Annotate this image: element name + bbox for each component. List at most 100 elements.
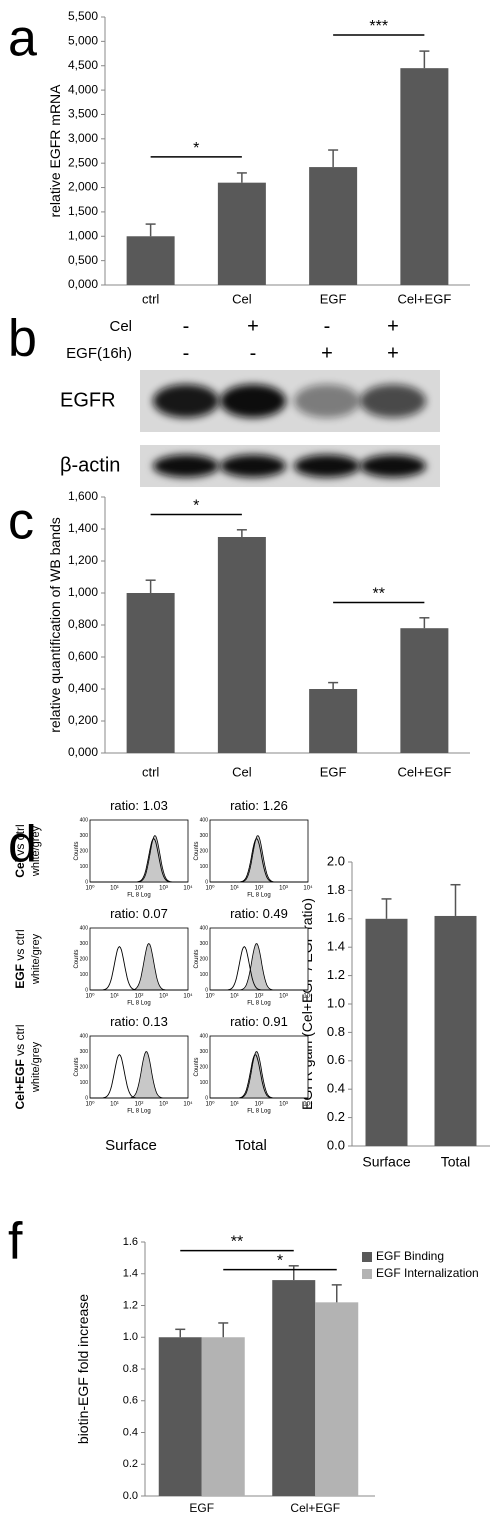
histogram-white bbox=[90, 1053, 188, 1099]
x-tick-label: 10⁴ bbox=[183, 1101, 193, 1108]
bar bbox=[126, 593, 175, 753]
bar bbox=[201, 1337, 245, 1496]
x-tick-label: Cel+EGF bbox=[397, 291, 451, 306]
x-tick-label: ctrl bbox=[142, 291, 159, 306]
significance-label: ** bbox=[231, 1234, 243, 1251]
x-axis-label: FL 8 Log bbox=[127, 1001, 150, 1007]
y-tick-label: 1.6 bbox=[327, 910, 345, 925]
blot-band bbox=[220, 384, 286, 418]
y-tick-label: 0 bbox=[85, 987, 88, 993]
y-tick-label: 0,400 bbox=[68, 681, 98, 695]
panel-letter: c bbox=[8, 493, 34, 551]
y-axis-label: relative quantification of WB bands bbox=[47, 517, 63, 733]
treatment-sign: + bbox=[321, 342, 333, 364]
bar bbox=[272, 1280, 316, 1496]
significance-label: * bbox=[193, 140, 199, 157]
y-tick-label: 300 bbox=[200, 833, 209, 839]
x-tick-label: ctrl bbox=[142, 764, 159, 779]
y-tick-label: 0.8 bbox=[327, 1024, 345, 1039]
panel-letter: a bbox=[8, 10, 37, 68]
y-tick-label: 400 bbox=[80, 925, 89, 931]
panel-letter: b bbox=[8, 310, 37, 368]
x-tick-label: Cel bbox=[232, 291, 252, 306]
y-axis-label: Counts bbox=[194, 841, 200, 860]
x-tick-label: Cel+EGF bbox=[290, 1501, 340, 1515]
ratio-label: ratio: 0.49 bbox=[230, 906, 288, 921]
y-tick-label: 100 bbox=[80, 864, 89, 870]
y-tick-label: 100 bbox=[200, 972, 209, 978]
y-tick-label: 1,400 bbox=[68, 521, 98, 535]
x-tick-label: Cel bbox=[232, 764, 252, 779]
y-tick-label: 1.4 bbox=[327, 939, 345, 954]
x-tick-label: 10⁰ bbox=[85, 1101, 95, 1108]
x-axis-label: FL 8 Log bbox=[247, 1001, 270, 1007]
row-treatment: Cel bbox=[13, 859, 27, 878]
y-tick-label: 1.2 bbox=[123, 1299, 138, 1311]
x-tick-label: 10² bbox=[255, 886, 264, 892]
y-tick-label: 1.2 bbox=[327, 967, 345, 982]
y-tick-label: 2.0 bbox=[327, 853, 345, 868]
y-tick-label: 1.0 bbox=[327, 995, 345, 1010]
x-axis-label: FL 8 Log bbox=[247, 893, 270, 899]
blot-band bbox=[294, 454, 360, 478]
x-tick-label: 10² bbox=[255, 1102, 264, 1108]
histogram-white bbox=[210, 1054, 308, 1099]
legend-swatch bbox=[362, 1252, 372, 1262]
y-tick-label: 400 bbox=[200, 1033, 209, 1039]
y-tick-label: 5,000 bbox=[68, 34, 98, 48]
treatment-sign: + bbox=[247, 315, 259, 337]
treatment-sign: + bbox=[387, 315, 399, 337]
treatment-label: Cel bbox=[109, 318, 132, 335]
x-tick-label: 10³ bbox=[279, 886, 288, 892]
treatment-sign: + bbox=[387, 342, 399, 364]
x-tick-label: 10¹ bbox=[110, 1102, 119, 1108]
y-tick-label: 400 bbox=[80, 1033, 89, 1039]
y-axis-label: biotin-EGF fold increase bbox=[75, 1294, 91, 1444]
y-tick-label: 3,000 bbox=[68, 131, 98, 145]
legend-swatch bbox=[362, 1269, 372, 1279]
x-tick-label: 10² bbox=[135, 1102, 144, 1108]
y-tick-label: 0 bbox=[85, 879, 88, 885]
y-tick-label: 1.6 bbox=[123, 1236, 138, 1248]
y-tick-label: 0,200 bbox=[68, 713, 98, 727]
x-tick-label: 10⁰ bbox=[85, 885, 95, 892]
x-tick-label: 10⁴ bbox=[303, 993, 313, 1000]
x-tick-label: EGF bbox=[320, 291, 347, 306]
y-axis-label: Counts bbox=[74, 841, 80, 860]
bar bbox=[365, 918, 408, 1146]
row-key: white/grey bbox=[30, 825, 42, 877]
x-tick-label: 10⁴ bbox=[183, 993, 193, 1000]
y-tick-label: 0 bbox=[205, 879, 208, 885]
x-tick-label: 10⁰ bbox=[205, 1101, 215, 1108]
bar bbox=[400, 628, 449, 753]
y-tick-label: 0.0 bbox=[123, 1490, 138, 1502]
bar bbox=[309, 689, 358, 753]
x-tick-label: 10⁴ bbox=[183, 885, 193, 892]
band-label: β-actin bbox=[60, 454, 120, 476]
y-tick-label: 0,800 bbox=[68, 617, 98, 631]
treatment-sign: - bbox=[324, 315, 331, 337]
blot-band bbox=[360, 384, 426, 418]
y-tick-label: 200 bbox=[200, 848, 209, 854]
legend-label: EGF Binding bbox=[376, 1249, 444, 1263]
ratio-label: ratio: 0.91 bbox=[230, 1014, 288, 1029]
row-key: white/grey bbox=[30, 933, 42, 985]
y-tick-label: 0,000 bbox=[68, 745, 98, 759]
y-tick-label: 300 bbox=[80, 941, 89, 947]
histogram-frame bbox=[89, 927, 189, 991]
row-treatment: Cel+EGF bbox=[13, 1059, 27, 1109]
x-tick-label: 10¹ bbox=[230, 994, 239, 1000]
x-tick-label: EGF bbox=[320, 764, 347, 779]
x-tick-label: 10⁴ bbox=[303, 1101, 313, 1108]
row-compare: vs ctrl bbox=[13, 824, 27, 855]
y-tick-label: 3,500 bbox=[68, 107, 98, 121]
y-tick-label: 1,200 bbox=[68, 553, 98, 567]
x-tick-label: 10³ bbox=[159, 1102, 168, 1108]
significance-label: * bbox=[277, 1253, 283, 1270]
panel-letter: f bbox=[8, 1213, 23, 1271]
y-axis-label: relative EGFR mRNA bbox=[47, 84, 63, 218]
y-tick-label: 0.4 bbox=[327, 1081, 345, 1096]
x-tick-label: 10⁰ bbox=[85, 993, 95, 1000]
x-tick-label: 10⁰ bbox=[205, 885, 215, 892]
